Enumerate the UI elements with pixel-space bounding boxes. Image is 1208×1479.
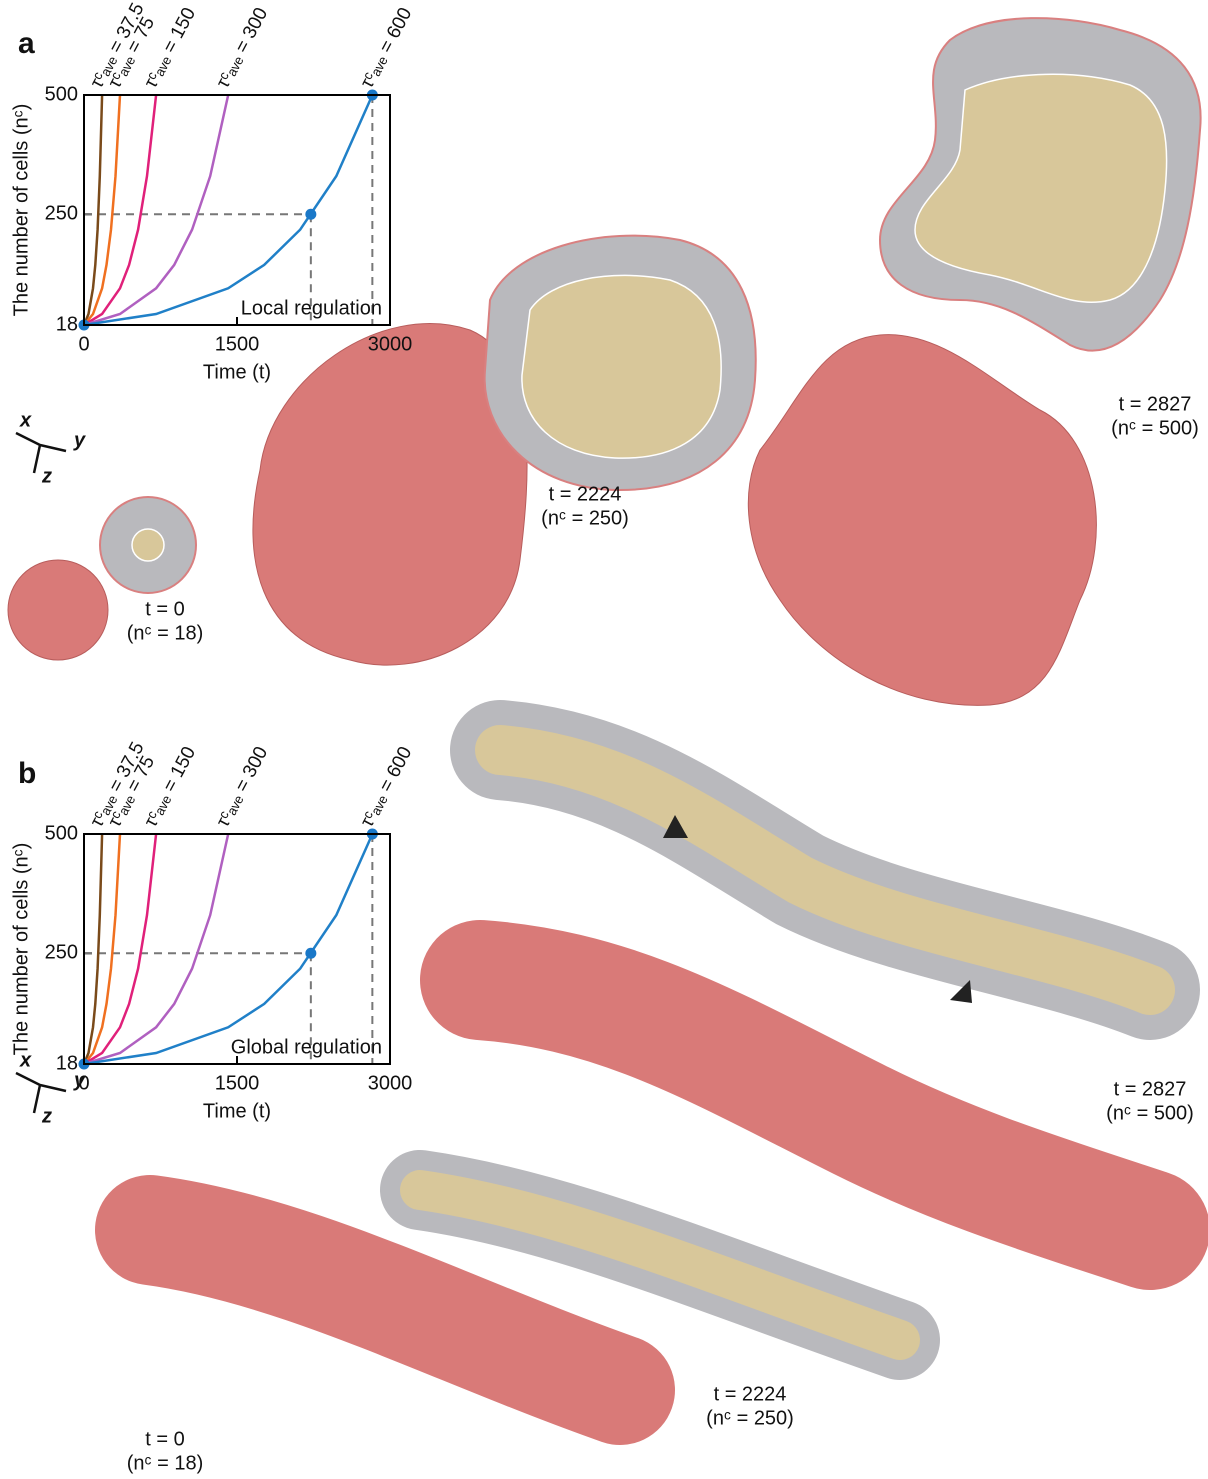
legend-label: τᶜₐᵥₑ = 150 — [140, 4, 200, 91]
snapshot-label: t = 0 — [145, 1428, 184, 1450]
axis-glyph-label: y — [73, 429, 86, 451]
plot-frame — [84, 834, 390, 1064]
plot-frame — [84, 95, 390, 325]
highlight-point — [305, 948, 316, 959]
axis-glyph-label: x — [19, 409, 32, 431]
panel-label: b — [18, 757, 36, 790]
legend-label: τᶜₐᵥₑ = 300 — [213, 743, 273, 830]
y-axis-label: The number of cells (nᶜ) — [10, 104, 32, 317]
lumen — [522, 275, 721, 458]
series-line — [84, 95, 228, 325]
snapshot-label: t = 2224 — [714, 1383, 787, 1405]
guide-line — [84, 95, 372, 325]
snapshot-label: (nᶜ = 500) — [1106, 1102, 1194, 1124]
snapshot-label: (nᶜ = 250) — [706, 1407, 794, 1429]
axes-glyph — [16, 1073, 66, 1113]
x-tick-label: 1500 — [215, 1072, 260, 1094]
lumen — [132, 529, 164, 561]
y-tick-label: 250 — [45, 942, 78, 964]
legend-label: τᶜₐᵥₑ = 600 — [357, 4, 417, 91]
figure: a 0 1500 3000 18 250 500 Time (t) The number of … — [0, 0, 1208, 1479]
snapshot-label: t = 2827 — [1119, 393, 1192, 415]
snapshot-label: t = 2224 — [549, 483, 622, 505]
panel-label: a — [18, 27, 35, 60]
snapshot-label: (nᶜ = 250) — [541, 507, 629, 529]
axes-glyph — [16, 433, 66, 473]
y-tick-label: 250 — [45, 203, 78, 225]
series-line — [84, 834, 228, 1064]
organoid-t0 — [8, 560, 108, 660]
x-tick-label: 3000 — [368, 333, 413, 355]
annotation: Global regulation — [231, 1036, 382, 1058]
x-axis-label: Time (t) — [203, 1100, 271, 1122]
snapshot-label: (nᶜ = 500) — [1111, 417, 1199, 439]
annotation: Local regulation — [241, 297, 382, 319]
series-line — [84, 95, 156, 325]
legend-label: τᶜₐᵥₑ = 600 — [357, 743, 417, 830]
snapshot-label: t = 0 — [145, 598, 184, 620]
organoid-t2827 — [748, 335, 1096, 706]
x-tick-label: 3000 — [368, 1072, 413, 1094]
renderings-a — [8, 18, 1201, 705]
snapshot-label: (nᶜ = 18) — [127, 622, 204, 644]
guide-line — [84, 834, 372, 1064]
x-axis-label: Time (t) — [203, 361, 271, 383]
renderings-b — [150, 750, 1150, 1390]
legend-label: τᶜₐᵥₑ = 300 — [213, 4, 273, 91]
axis-glyph-label: z — [41, 1105, 52, 1127]
axis-glyph-label: y — [73, 1069, 86, 1091]
series-line — [84, 834, 156, 1064]
legend-label: τᶜₐᵥₑ = 150 — [140, 743, 200, 830]
series-line — [84, 834, 102, 1064]
snapshot-label: t = 2827 — [1114, 1078, 1187, 1100]
snapshot-label: (nᶜ = 18) — [127, 1452, 204, 1474]
axis-glyph-label: z — [41, 465, 52, 487]
x-tick-label: 0 — [78, 333, 89, 355]
y-tick-label: 500 — [45, 822, 78, 844]
series-line — [84, 95, 372, 325]
series-line — [84, 834, 372, 1064]
series-line — [84, 95, 102, 325]
y-tick-label: 500 — [45, 83, 78, 105]
y-axis-label: The number of cells (nᶜ) — [10, 843, 32, 1056]
axis-glyph-label: x — [19, 1049, 32, 1071]
y-tick-label: 18 — [56, 313, 78, 335]
highlight-point — [305, 209, 316, 220]
x-tick-label: 1500 — [215, 333, 260, 355]
